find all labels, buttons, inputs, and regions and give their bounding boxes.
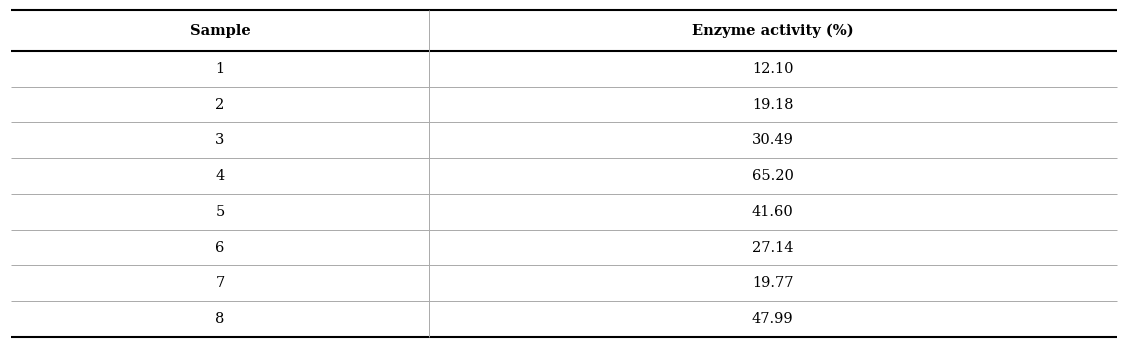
Text: 12.10: 12.10 xyxy=(752,62,793,76)
Text: 41.60: 41.60 xyxy=(751,205,794,219)
Text: Enzyme activity (%): Enzyme activity (%) xyxy=(691,23,854,38)
Text: 27.14: 27.14 xyxy=(752,240,793,255)
Text: 5: 5 xyxy=(215,205,224,219)
Text: 1: 1 xyxy=(215,62,224,76)
Text: 19.77: 19.77 xyxy=(752,276,793,290)
Text: 65.20: 65.20 xyxy=(751,169,794,183)
Text: 30.49: 30.49 xyxy=(751,133,794,147)
Text: 3: 3 xyxy=(215,133,224,147)
Text: 8: 8 xyxy=(215,312,224,326)
Text: 2: 2 xyxy=(215,98,224,112)
Text: Sample: Sample xyxy=(190,24,250,37)
Text: 6: 6 xyxy=(215,240,224,255)
Text: 7: 7 xyxy=(215,276,224,290)
Text: 47.99: 47.99 xyxy=(752,312,793,326)
Text: 19.18: 19.18 xyxy=(752,98,793,112)
Text: 4: 4 xyxy=(215,169,224,183)
